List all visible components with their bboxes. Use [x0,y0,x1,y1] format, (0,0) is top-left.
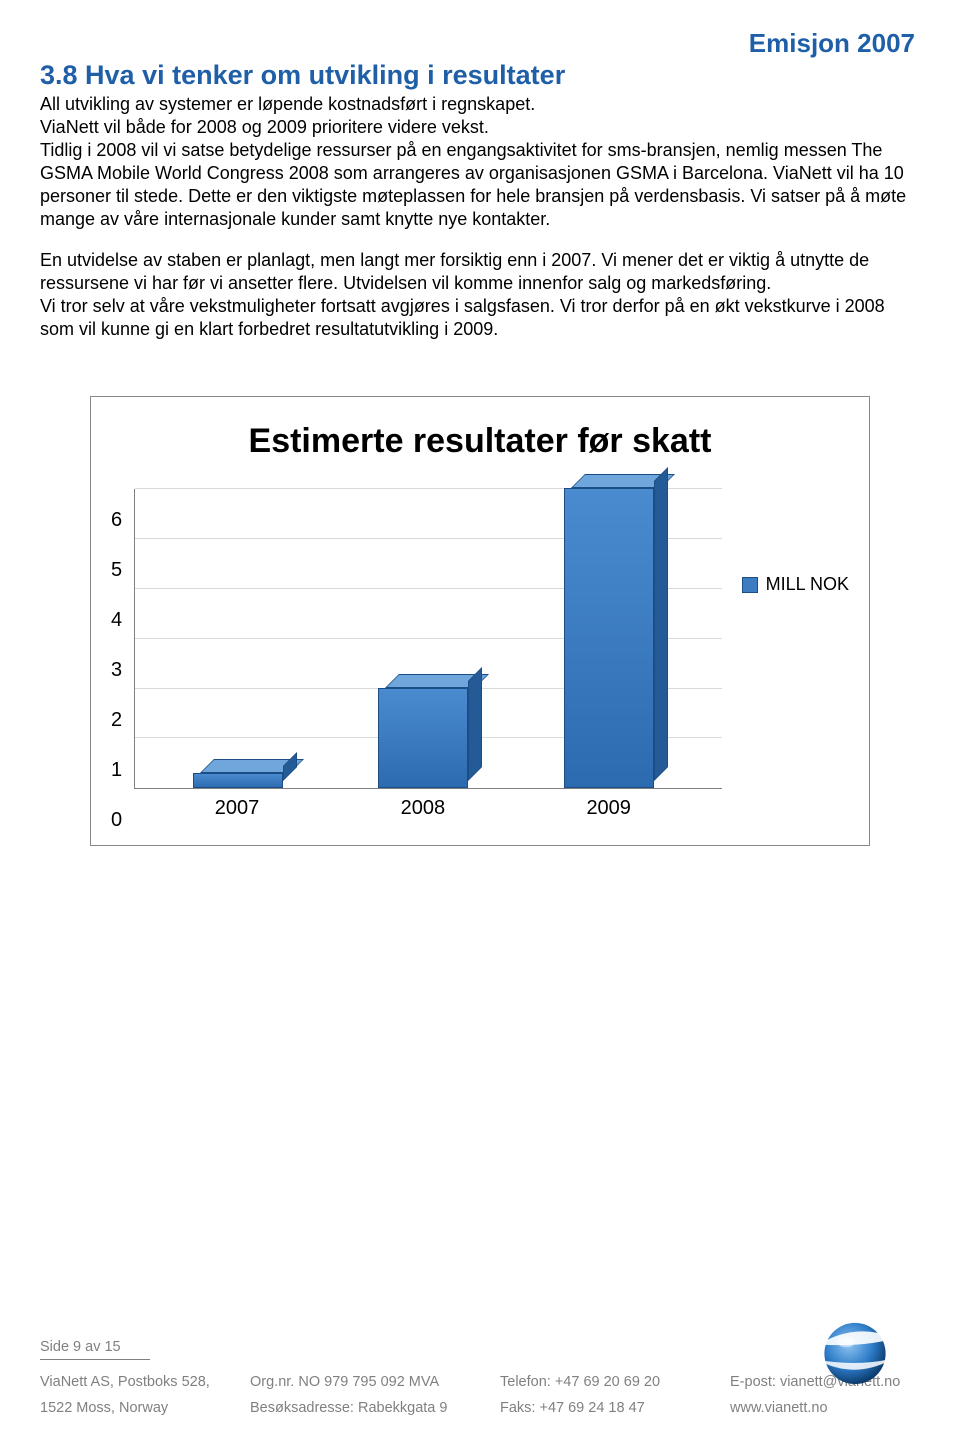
xtick: 2009 [549,797,669,820]
footer-orgnr: Org.nr. NO 979 795 092 MVA [250,1374,500,1390]
xtick: 2007 [177,797,297,820]
footer-address-1: ViaNett AS, Postboks 528, [40,1374,250,1390]
footer-phone: Telefon: +47 69 20 69 20 [500,1374,730,1390]
footer-fax: Faks: +47 69 24 18 47 [500,1400,730,1416]
xtick: 2008 [363,797,483,820]
footer-visit: Besøksadresse: Rabekkgata 9 [250,1400,500,1416]
bar-2007 [178,773,298,788]
legend-swatch [742,577,758,593]
footer-web: www.vianett.no [730,1400,920,1416]
paragraph-3: Tidlig i 2008 vil vi satse betydelige re… [40,139,920,231]
page-number: Side 9 av 15 [40,1339,920,1355]
section-heading: 3.8 Hva vi tenker om utvikling i resulta… [40,60,920,91]
header-brand: Emisjon 2007 [749,28,915,59]
chart-y-axis: 6 5 4 3 2 1 0 [111,520,134,820]
bar-2009 [549,488,669,788]
paragraph-5: Vi tror selv at våre vekstmuligheter for… [40,295,920,341]
page-footer: Side 9 av 15 ViaNett AS, Postboks 528, O… [40,1339,920,1416]
footer-address-2: 1522 Moss, Norway [40,1400,250,1416]
footer-rule [40,1359,150,1360]
paragraph-1: All utvikling av systemer er løpende kos… [40,93,920,116]
chart-container: Estimerte resultater før skatt 6 5 4 3 2… [90,396,870,846]
chart-plot-area [134,489,722,789]
chart-legend: MILL NOK [722,574,849,735]
paragraph-2: ViaNett vil både for 2008 og 2009 priori… [40,116,920,139]
legend-label: MILL NOK [766,574,849,595]
company-logo-icon [810,1304,900,1394]
chart-title: Estimerte resultater før skatt [111,422,849,461]
bar-2008 [363,688,483,788]
chart-x-axis: 2007 2008 2009 [134,789,722,820]
paragraph-4: En utvidelse av staben er planlagt, men … [40,249,920,295]
